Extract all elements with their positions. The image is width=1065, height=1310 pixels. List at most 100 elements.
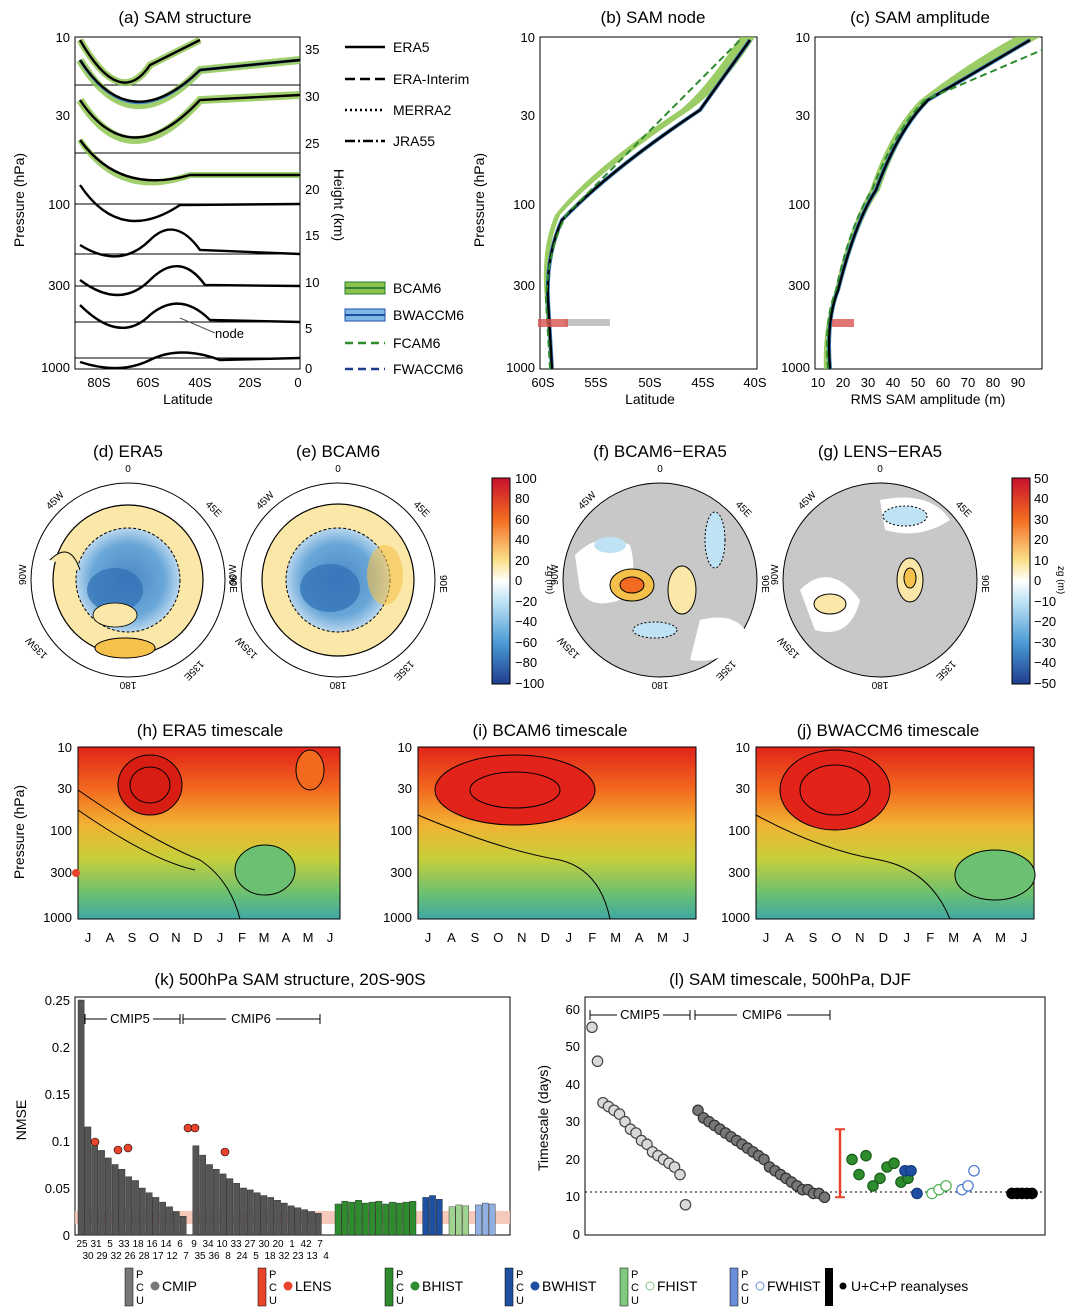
- l-point: [586, 1021, 598, 1034]
- svg-text:300: 300: [788, 278, 810, 293]
- svg-text:50: 50: [911, 375, 925, 390]
- legend-marker: [283, 1281, 293, 1291]
- legend-swatch: [257, 1267, 267, 1307]
- svg-text:80: 80: [986, 375, 1000, 390]
- legend-letter: C: [396, 1282, 404, 1294]
- k-model-id: 36: [208, 1251, 220, 1262]
- svg-text:100: 100: [390, 823, 412, 838]
- k-model-id: 33: [230, 1239, 242, 1250]
- k-bar: [448, 1206, 456, 1236]
- svg-text:60: 60: [515, 512, 529, 527]
- panel-l: (l) SAM timescale, 500hPa, DJF CMIP5 CMI…: [535, 970, 1046, 1242]
- l-point: [674, 1168, 686, 1181]
- svg-text:30: 30: [305, 89, 319, 104]
- panel-c-title: (c) SAM amplitude: [850, 8, 990, 27]
- svg-text:(h) ERA5 timescale: (h) ERA5 timescale: [137, 721, 283, 740]
- month-tick: M: [995, 930, 1006, 945]
- svg-text:100: 100: [728, 823, 750, 838]
- svg-text:45E: 45E: [733, 499, 754, 520]
- legend-letter: P: [396, 1269, 403, 1281]
- month-tick: O: [831, 930, 841, 945]
- k-bar: [159, 1201, 167, 1236]
- bottom-legend-item: PCU FWHIST: [729, 1267, 821, 1307]
- legend-letter: P: [631, 1269, 638, 1281]
- legend-fwaccm6: FWACCM6: [393, 361, 463, 377]
- legend-letter: P: [269, 1269, 276, 1281]
- k-bar: [281, 1202, 288, 1236]
- month-tick: J: [763, 930, 770, 945]
- svg-text:25: 25: [305, 136, 319, 151]
- k-model-id: 12: [166, 1251, 178, 1262]
- panel-k: (k) 500hPa SAM structure, 20S-90S CMIP5 …: [13, 970, 511, 1262]
- panel-c: (c) SAM amplitude 10 30 100 300 1000 10 …: [781, 8, 1043, 407]
- svg-text:10: 10: [736, 740, 750, 755]
- svg-text:45S: 45S: [691, 375, 714, 390]
- k-bar: [206, 1164, 213, 1236]
- k-model-id: 4: [323, 1251, 329, 1262]
- legend-a: ERA5 ERA-Interim MERRA2 JRA55 BCAM6 BWAC…: [344, 39, 469, 377]
- k-model-id: 33: [118, 1239, 130, 1250]
- k-bar: [462, 1205, 470, 1236]
- l-points: [586, 1021, 1038, 1211]
- legend-letter: P: [516, 1269, 523, 1281]
- svg-text:−100: −100: [515, 676, 544, 691]
- month-tick: M: [610, 930, 621, 945]
- month-tick: J: [85, 930, 92, 945]
- k-bar: [166, 1206, 173, 1236]
- svg-text:20: 20: [515, 553, 529, 568]
- k-bar: [118, 1168, 126, 1236]
- svg-text:1000: 1000: [383, 910, 412, 925]
- month-tick: F: [926, 930, 934, 945]
- svg-text:180: 180: [871, 679, 888, 690]
- svg-text:10: 10: [796, 30, 810, 45]
- svg-text:CMIP6: CMIP6: [742, 1007, 782, 1022]
- svg-text:−60: −60: [515, 635, 537, 650]
- k-bar: [132, 1180, 139, 1236]
- month-tick: O: [493, 930, 503, 945]
- k-bars: [77, 999, 496, 1236]
- svg-text:55S: 55S: [584, 375, 607, 390]
- month-tick: S: [809, 930, 818, 945]
- svg-text:30: 30: [58, 781, 72, 796]
- l-point: [905, 1164, 917, 1177]
- svg-text:zg (m): zg (m): [544, 566, 555, 594]
- svg-text:0.2: 0.2: [52, 1040, 70, 1055]
- l-point: [853, 1168, 865, 1181]
- legend-letter: U: [396, 1295, 404, 1307]
- legend-letter: C: [741, 1282, 749, 1294]
- legend-marker: [755, 1281, 765, 1291]
- k-bar: [240, 1187, 247, 1236]
- svg-text:−10: −10: [1034, 594, 1056, 609]
- k-bar: [199, 1154, 207, 1236]
- month-tick: N: [517, 930, 526, 945]
- month-tick: A: [447, 930, 456, 945]
- map-d: (d) ERA5 0 45E 90E 135E 180 135W 90W 45W: [18, 442, 238, 690]
- panel-b-ylabel: Pressure (hPa): [471, 153, 487, 247]
- svg-text:35: 35: [305, 42, 319, 57]
- k-model-id: 14: [160, 1239, 172, 1250]
- legend-label: BWHIST: [542, 1278, 597, 1294]
- month-tick: A: [106, 930, 115, 945]
- month-tick: D: [541, 930, 550, 945]
- l-point: [679, 1198, 692, 1211]
- k-bar: [334, 1203, 342, 1236]
- svg-text:0: 0: [335, 464, 341, 475]
- svg-text:90E: 90E: [227, 575, 238, 593]
- k-bar: [341, 1200, 349, 1236]
- svg-text:(k) 500hPa SAM structure, 20S-: (k) 500hPa SAM structure, 20S-90S: [154, 970, 425, 989]
- k-bar: [362, 1202, 369, 1236]
- svg-text:15: 15: [305, 228, 319, 243]
- k-model-id: 18: [132, 1239, 144, 1250]
- svg-text:10: 10: [811, 375, 825, 390]
- svg-text:135E: 135E: [713, 658, 738, 683]
- svg-text:45E: 45E: [203, 499, 224, 520]
- k-lens-marker: [123, 1143, 133, 1153]
- k-model-id: 18: [264, 1251, 276, 1262]
- k-model-id: 26: [124, 1251, 136, 1262]
- legend-fcam6: FCAM6: [393, 335, 441, 351]
- panel-a-xlabel: Latitude: [163, 391, 213, 407]
- legend-bwaccm6: BWACCM6: [393, 307, 464, 323]
- k-model-id: 10: [216, 1239, 228, 1250]
- month-tick: J: [683, 930, 690, 945]
- bottom-legend-item: PCU BHIST: [384, 1267, 464, 1307]
